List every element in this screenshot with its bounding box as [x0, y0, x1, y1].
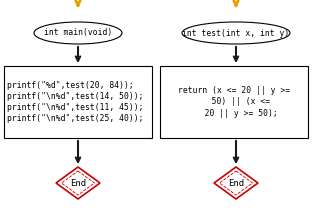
FancyBboxPatch shape: [160, 66, 308, 138]
Text: int main(void): int main(void): [44, 29, 112, 38]
Text: printf("%d",test(20, 84));
printf("\n%d",test(14, 50));
printf("\n%d",test(11, 4: printf("%d",test(20, 84)); printf("\n%d"…: [7, 81, 143, 123]
Text: int test(int x, int y): int test(int x, int y): [182, 29, 290, 38]
Text: End: End: [228, 178, 244, 187]
FancyBboxPatch shape: [4, 66, 152, 138]
Ellipse shape: [182, 22, 290, 44]
Text: return (x <= 20 || y >=
   50) || (x <=
   20 || y >= 50);: return (x <= 20 || y >= 50) || (x <= 20 …: [178, 86, 290, 118]
Polygon shape: [56, 167, 100, 199]
Polygon shape: [214, 167, 258, 199]
Ellipse shape: [34, 22, 122, 44]
Text: End: End: [70, 178, 86, 187]
